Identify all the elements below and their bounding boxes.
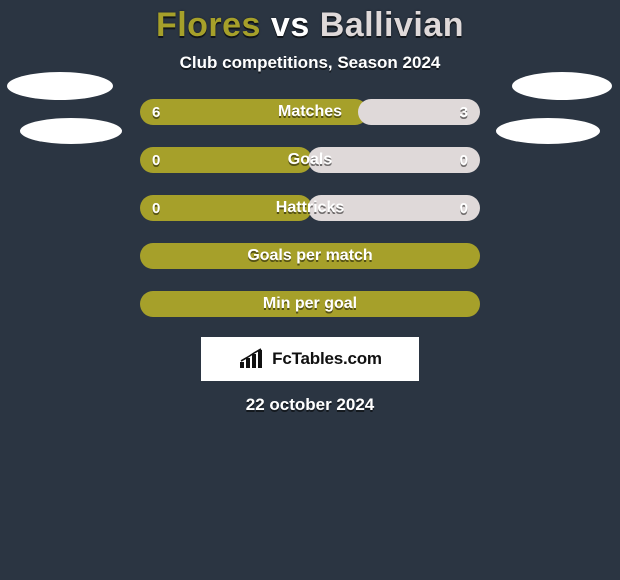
title-right-name: Ballivian <box>320 6 464 44</box>
bar-left-value: 6 <box>152 104 160 121</box>
bar-right-value: 0 <box>460 200 468 217</box>
bar-label: Goals <box>288 151 332 169</box>
bar-right: 3 <box>358 99 480 125</box>
bar-left: 0 <box>140 147 312 173</box>
stat-row: Min per goal <box>0 291 620 317</box>
bar-left-value: 0 <box>152 200 160 217</box>
stat-row: 0 0 Hattricks <box>0 195 620 221</box>
subtitle: Club competitions, Season 2024 <box>0 53 620 73</box>
bar-label: Matches <box>278 103 342 121</box>
chart-icon <box>238 348 266 370</box>
bar-right: 0 <box>308 147 480 173</box>
branding-text: FcTables.com <box>272 349 382 369</box>
title-left-name: Flores <box>156 6 261 44</box>
title-vs: vs <box>261 6 320 44</box>
date-stamp: 22 october 2024 <box>0 395 620 415</box>
stat-row: Goals per match <box>0 243 620 269</box>
page-title: Flores vs Ballivian <box>0 6 620 45</box>
bar-left-value: 0 <box>152 152 160 169</box>
comparison-card: Flores vs Ballivian Club competitions, S… <box>0 0 620 415</box>
bar-track: Min per goal <box>140 291 480 317</box>
bar-right-value: 3 <box>460 104 468 121</box>
bar-track: Goals per match <box>140 243 480 269</box>
bar-track: 6 3 Matches <box>140 99 480 125</box>
bar-label: Goals per match <box>247 247 372 265</box>
bar-track: 0 0 Goals <box>140 147 480 173</box>
stat-row: 0 0 Goals <box>0 147 620 173</box>
blob-icon <box>7 72 113 100</box>
bar-label: Min per goal <box>263 295 357 313</box>
blob-icon <box>512 72 612 100</box>
bar-label: Hattricks <box>276 199 344 217</box>
stat-row: 6 3 Matches <box>0 99 620 125</box>
branding-badge: FcTables.com <box>201 337 419 381</box>
bar-right-value: 0 <box>460 152 468 169</box>
bar-track: 0 0 Hattricks <box>140 195 480 221</box>
